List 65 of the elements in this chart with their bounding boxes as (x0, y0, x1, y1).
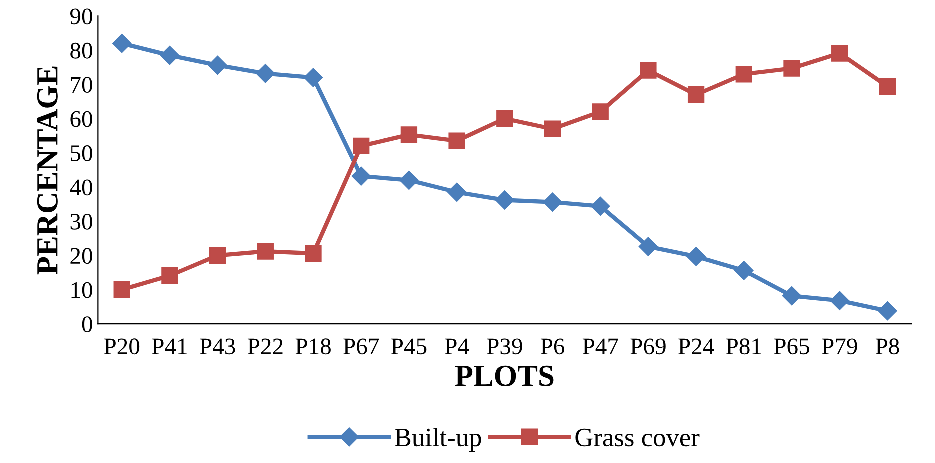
point (736, 66, 752, 83)
point (160, 46, 180, 66)
point (400, 170, 419, 190)
x-tick-label: P43 (200, 338, 236, 355)
x-tick-label: P22 (248, 338, 283, 354)
point (832, 45, 848, 62)
point (638, 237, 658, 256)
point (114, 282, 130, 298)
x-tick-label: P39 (487, 338, 522, 355)
point (784, 60, 800, 77)
y-tick-label: 70 (71, 77, 92, 94)
point (257, 243, 274, 260)
point (448, 182, 467, 202)
point (734, 261, 754, 280)
point (352, 166, 371, 186)
y-tick-label: 20 (70, 248, 92, 264)
point (448, 132, 466, 150)
point (640, 62, 657, 79)
y-tick-label: 40 (70, 180, 92, 196)
point (496, 110, 514, 128)
point (256, 64, 276, 84)
point (495, 190, 514, 210)
point (162, 268, 178, 284)
point (209, 247, 226, 264)
point (879, 78, 896, 96)
x-tick-label: P79 (822, 338, 858, 355)
y-tick-label: 0 (82, 316, 92, 333)
y-tick-label: 10 (72, 282, 92, 298)
point (686, 247, 706, 266)
x-tick-label: P81 (726, 338, 762, 355)
y-tick-label: 80 (70, 42, 92, 59)
y-tick-label: 60 (70, 111, 92, 128)
point (305, 245, 322, 262)
legend-label: Built-up (395, 428, 482, 452)
point (830, 291, 850, 310)
point (782, 286, 802, 306)
point (878, 302, 898, 321)
legend-label: Grass cover (576, 428, 700, 447)
point (400, 126, 418, 144)
y-tick-label: 50 (71, 146, 92, 162)
y-tick-label: 90 (70, 8, 92, 25)
point (208, 56, 228, 75)
point (544, 120, 562, 138)
x-tick-label: P65 (774, 338, 810, 355)
x-tick-label: P41 (152, 338, 187, 354)
point (688, 86, 705, 104)
point (592, 104, 609, 120)
x-tick-label: P4 (445, 338, 470, 354)
y-axis-title: PERCENTAGE (37, 66, 58, 275)
point (304, 68, 324, 88)
x-tick-label: P24 (678, 338, 714, 354)
x-tick-label: P20 (104, 338, 140, 355)
x-tick-label: P67 (344, 338, 380, 355)
x-tick-label: P6 (540, 338, 565, 355)
point (591, 196, 610, 216)
x-tick-label: P8 (876, 338, 900, 355)
point (353, 138, 370, 155)
point (543, 192, 562, 212)
x-tick-label: P47 (582, 338, 618, 354)
x-tick-label: P69 (630, 338, 666, 355)
x-tick-label: P45 (392, 338, 427, 355)
x-axis-title: PLOTS (455, 366, 554, 386)
point (112, 34, 132, 54)
x-tick-label: P18 (296, 338, 331, 355)
y-tick-label: 30 (70, 214, 92, 230)
